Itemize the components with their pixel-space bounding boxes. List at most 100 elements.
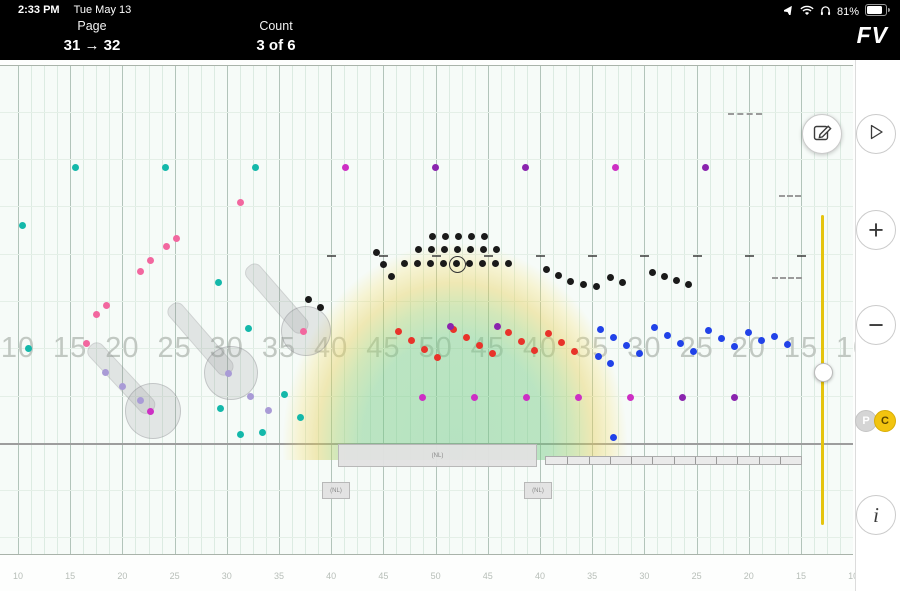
performer-dot[interactable]: [648, 268, 656, 276]
performer-dot[interactable]: [730, 393, 738, 401]
performer-dot[interactable]: [418, 393, 426, 401]
performer-dot[interactable]: [592, 282, 600, 290]
play-button[interactable]: [856, 114, 896, 154]
performer-dot[interactable]: [470, 393, 478, 401]
performer-dot[interactable]: [522, 393, 530, 401]
performer-dot[interactable]: [118, 382, 126, 390]
performer-dot[interactable]: [446, 322, 454, 330]
zoom-in-button[interactable]: +: [856, 210, 896, 250]
performer-dot[interactable]: [530, 346, 538, 354]
performer-dot[interactable]: [757, 336, 765, 344]
performer-dot[interactable]: [594, 352, 602, 360]
performer-dot[interactable]: [554, 271, 562, 279]
performer-dot[interactable]: [162, 242, 170, 250]
edit-button[interactable]: [802, 114, 842, 154]
prop-rect[interactable]: (NL): [338, 444, 537, 467]
performer-dot[interactable]: [146, 256, 154, 264]
timeline-slider-handle[interactable]: [813, 362, 833, 382]
performer-dot[interactable]: [214, 278, 222, 286]
performer-dot[interactable]: [372, 248, 380, 256]
performer-dot[interactable]: [492, 245, 500, 253]
performer-dot[interactable]: [427, 245, 435, 253]
performer-dot[interactable]: [387, 272, 395, 280]
performer-dot[interactable]: [454, 232, 462, 240]
performer-dot[interactable]: [672, 276, 680, 284]
performer-dot[interactable]: [304, 295, 312, 303]
count-mode-button[interactable]: C: [874, 410, 896, 432]
performer-dot[interactable]: [299, 327, 307, 335]
performer-dot[interactable]: [783, 340, 791, 348]
performer-dot[interactable]: [466, 245, 474, 253]
performer-dot[interactable]: [622, 341, 630, 349]
performer-dot[interactable]: [441, 232, 449, 240]
performer-dot[interactable]: [341, 163, 349, 171]
performer-dot[interactable]: [453, 245, 461, 253]
performer-dot[interactable]: [488, 349, 496, 357]
performer-dot[interactable]: [216, 404, 224, 412]
performer-dot[interactable]: [579, 280, 587, 288]
performer-dot[interactable]: [574, 393, 582, 401]
performer-dot[interactable]: [161, 163, 169, 171]
performer-dot[interactable]: [717, 334, 725, 342]
performer-dot[interactable]: [280, 390, 288, 398]
performer-dot[interactable]: [394, 327, 402, 335]
performer-dot[interactable]: [493, 322, 501, 330]
performer-dot[interactable]: [92, 310, 100, 318]
prop-rect[interactable]: (NL): [322, 482, 350, 499]
performer-dot[interactable]: [542, 265, 550, 273]
performer-dot[interactable]: [684, 280, 692, 288]
performer-dot[interactable]: [704, 326, 712, 334]
performer-dot[interactable]: [521, 163, 529, 171]
performer-dot[interactable]: [478, 259, 486, 267]
performer-dot[interactable]: [296, 413, 304, 421]
performer-dot[interactable]: [678, 393, 686, 401]
performer-dot[interactable]: [606, 359, 614, 367]
performer-dot[interactable]: [236, 430, 244, 438]
count-indicator[interactable]: Count 3 of 6: [232, 19, 320, 54]
performer-dot[interactable]: [570, 347, 578, 355]
info-button[interactable]: i: [856, 495, 896, 535]
performer-dot[interactable]: [264, 406, 272, 414]
performer-dot[interactable]: [82, 339, 90, 347]
performer-dot[interactable]: [71, 163, 79, 171]
performer-dot[interactable]: [606, 273, 614, 281]
performer-dot[interactable]: [609, 333, 617, 341]
performer-dot[interactable]: [172, 234, 180, 242]
performer-dot[interactable]: [24, 344, 32, 352]
performer-dot[interactable]: [420, 345, 428, 353]
performer-dot[interactable]: [407, 336, 415, 344]
performer-dot[interactable]: [491, 259, 499, 267]
performer-dot[interactable]: [146, 407, 154, 415]
page-indicator[interactable]: Page 31 → 32: [52, 19, 132, 54]
prop-rect[interactable]: (NL): [524, 482, 552, 499]
performer-dot[interactable]: [504, 328, 512, 336]
performer-dot[interactable]: [504, 259, 512, 267]
performer-dot[interactable]: [744, 328, 752, 336]
performer-dot[interactable]: [650, 323, 658, 331]
drill-field[interactable]: 10 15 20 25 30 35 40 45 50 45 40 35 30 25 20 15 10 10 15 20…: [0, 0, 855, 591]
performer-dot[interactable]: [18, 221, 26, 229]
performer-dot[interactable]: [544, 329, 552, 337]
performer-dot[interactable]: [635, 349, 643, 357]
performer-dot[interactable]: [449, 325, 457, 333]
performer-dot[interactable]: [465, 259, 473, 267]
performer-dot[interactable]: [400, 259, 408, 267]
performer-dot[interactable]: [596, 325, 604, 333]
performer-dot[interactable]: [676, 339, 684, 347]
performer-dot[interactable]: [136, 396, 144, 404]
performer-dot[interactable]: [431, 163, 439, 171]
performer-dot[interactable]: [244, 324, 252, 332]
performer-dot[interactable]: [701, 163, 709, 171]
performer-dot[interactable]: [236, 198, 244, 206]
performer-dot[interactable]: [626, 393, 634, 401]
performer-dot[interactable]: [660, 272, 668, 280]
performer-dot[interactable]: [730, 342, 738, 350]
performer-dot[interactable]: [224, 369, 232, 377]
performer-dot[interactable]: [479, 245, 487, 253]
performer-dot[interactable]: [433, 353, 441, 361]
performer-dot[interactable]: [557, 338, 565, 346]
performer-dot[interactable]: [475, 341, 483, 349]
performer-dot[interactable]: [379, 260, 387, 268]
performer-dot[interactable]: [414, 245, 422, 253]
performer-dot[interactable]: [246, 392, 254, 400]
